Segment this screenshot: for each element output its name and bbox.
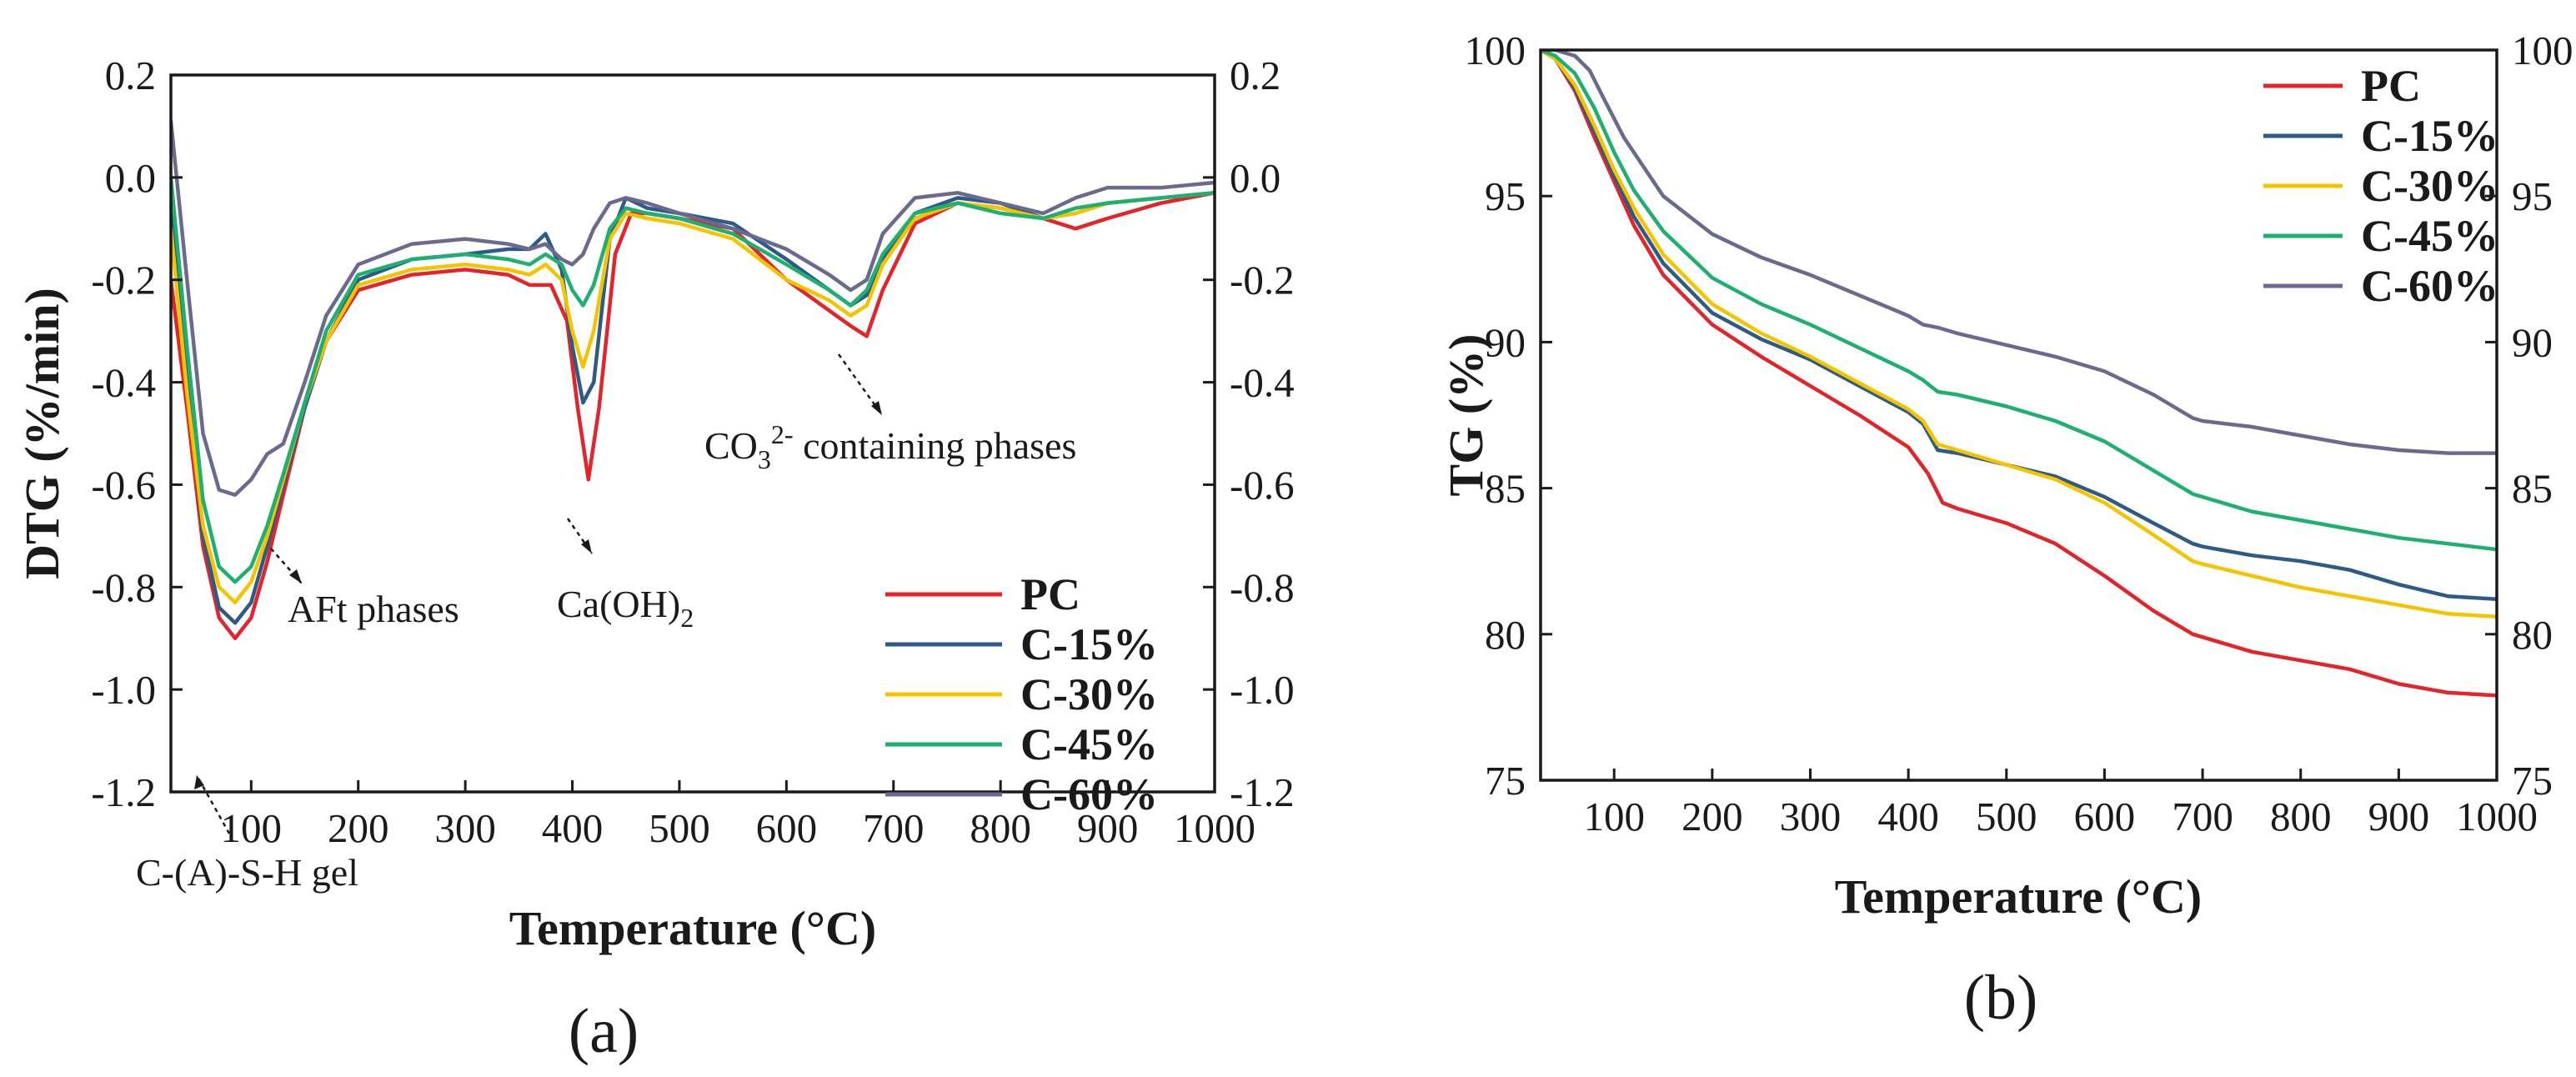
annotation-caoh2: Ca(OH)2: [557, 518, 694, 633]
annotation-aft-phases: AFt phases: [270, 548, 459, 630]
dtg-legend-label: C-45%: [1020, 719, 1158, 769]
dtg-y-tick-label: 0.0: [105, 155, 156, 201]
dtg-x-tick-label: 900: [1077, 805, 1139, 851]
dtg-x-tick-label: 300: [434, 805, 496, 851]
dtg-x-tick-label: 400: [542, 805, 604, 851]
dtg-legend-label: PC: [1020, 569, 1080, 619]
dtg-x-axis-title: Temperature (°C): [509, 901, 876, 955]
tg-right-y-tick-label: 90: [2512, 319, 2553, 365]
tg-legend-label: PC: [2361, 61, 2421, 111]
dtg-x-tick-label: 200: [328, 805, 389, 851]
tg-y-tick-label: 80: [1485, 612, 1526, 658]
annotation-aft-phases-label: AFt phases: [288, 588, 459, 630]
dtg-y-tick-label: -1.2: [91, 769, 156, 815]
dtg-x-tick-label: 500: [649, 805, 710, 851]
tg-right-y-tick-label: 95: [2512, 173, 2553, 219]
tg-x-tick-label: 200: [1681, 794, 1743, 839]
dtg-plot-frame: [169, 73, 1216, 794]
tg-series-group: [1541, 50, 2497, 698]
dtg-x-tick-label: 800: [970, 805, 1031, 851]
tg-right-y-tick-label: 75: [2512, 758, 2553, 804]
tg-x-tick-label: 300: [1780, 794, 1842, 839]
tg-x-tick-label: 1000: [2456, 794, 2538, 839]
tg-legend-label: C-30%: [2361, 161, 2498, 211]
panel-label-b: (b): [1964, 963, 2038, 1033]
dtg-y-tick-label: -0.2: [91, 258, 156, 303]
dtg-right-y-tick-label: -0.8: [1230, 564, 1295, 610]
dtg-y-tick-label: -0.6: [91, 462, 156, 508]
panel-label-a: (a): [569, 996, 639, 1066]
tg-x-tick-label: 700: [2172, 794, 2233, 839]
tg-x-tick-label: 900: [2368, 794, 2430, 839]
tg-y-tick-label: 85: [1485, 466, 1526, 512]
tg-legend-label: C-45%: [2361, 211, 2498, 261]
tg-plot-frame: [1539, 48, 2498, 782]
tg-x-tick-label: 400: [1877, 794, 1939, 839]
tg-legend: PCC-15%C-30%C-45%C-60%: [2263, 61, 2498, 311]
dtg-y-tick-label: 0.2: [105, 53, 156, 98]
dtg-series-group: [171, 119, 1215, 640]
tg-series-line-c30: [1541, 50, 2497, 619]
dtg-series-line-c45: [171, 175, 1215, 584]
dtg-x-tick-label: 100: [221, 805, 283, 851]
tg-y-tick-label: 100: [1465, 28, 1526, 73]
dtg-y-tick-label: -0.8: [91, 564, 156, 610]
dtg-right-y-tick-label: -0.2: [1230, 258, 1295, 303]
dtg-y-tick-label: -1.0: [91, 667, 156, 713]
tg-y-tick-label: 90: [1485, 319, 1526, 365]
dtg-series-line-c15: [171, 191, 1215, 625]
tg-series-line-c15: [1541, 50, 2497, 602]
tg-right-y-tick-label: 85: [2512, 466, 2553, 512]
dtg-x-tick-label: 600: [756, 805, 818, 851]
dtg-series-line-c60: [171, 119, 1215, 497]
dtg-y-tick-label: -0.4: [91, 360, 156, 406]
dtg-legend: PCC-15%C-30%C-45%C-60%: [885, 569, 1158, 819]
tg-right-y-tick-label: 80: [2512, 612, 2553, 658]
dtg-legend-label: C-30%: [1020, 669, 1158, 719]
annotation-co3-phases-label: CO32- containing phases: [704, 419, 1076, 474]
dtg-y-axis-title: DTG (%/min): [15, 288, 69, 579]
tg-series-line-c60: [1541, 50, 2497, 455]
annotation-csh-gel: C-(A)-S-H gel: [136, 774, 358, 894]
tg-x-tick-label: 600: [2074, 794, 2136, 839]
dtg-right-y-tick-label: -0.4: [1230, 360, 1295, 406]
dtg-right-y-tick-label: -0.6: [1230, 462, 1295, 508]
dtg-right-y-tick-label: -1.0: [1230, 667, 1295, 713]
dtg-x-tick-label: 1000: [1174, 805, 1255, 851]
tg-x-tick-label: 800: [2270, 794, 2332, 839]
tg-x-axis-title: Temperature (°C): [1835, 869, 2202, 924]
dtg-x-tick-label: 700: [863, 805, 925, 851]
tg-series-line-c45: [1541, 50, 2497, 552]
dtg-chart-panel: 100 200 300 400 500 600 700 800 900 1000-1.2 -1.2-…: [15, 53, 1295, 955]
annotation-co3-phases: CO32- containing phases: [704, 353, 1076, 474]
tg-y-tick-label: 75: [1485, 758, 1526, 804]
tg-x-tick-label: 100: [1583, 794, 1645, 839]
dtg-axis-ticks: 100 200 300 400 500 600 700 800 900 1000-1.2 -1.2-…: [91, 53, 1294, 851]
tg-legend-label: C-15%: [2361, 111, 2498, 161]
tg-legend-label: C-60%: [2361, 261, 2498, 311]
dtg-right-y-tick-label: -1.2: [1230, 769, 1295, 815]
annotation-csh-gel-label: C-(A)-S-H gel: [136, 851, 358, 894]
tg-right-y-tick-label: 100: [2512, 28, 2573, 73]
tg-series-line-pc: [1541, 50, 2497, 698]
tg-y-tick-label: 95: [1485, 173, 1526, 219]
tg-x-tick-label: 500: [1976, 794, 2037, 839]
dtg-legend-label: C-15%: [1020, 619, 1158, 669]
tg-y-axis-title: TG (%): [1439, 334, 1493, 497]
dtg-right-y-tick-label: 0.2: [1230, 53, 1280, 98]
annotation-caoh2-label: Ca(OH)2: [557, 583, 694, 633]
dtg-legend-label: C-60%: [1020, 769, 1158, 819]
dtg-right-y-tick-label: 0.0: [1230, 155, 1280, 201]
